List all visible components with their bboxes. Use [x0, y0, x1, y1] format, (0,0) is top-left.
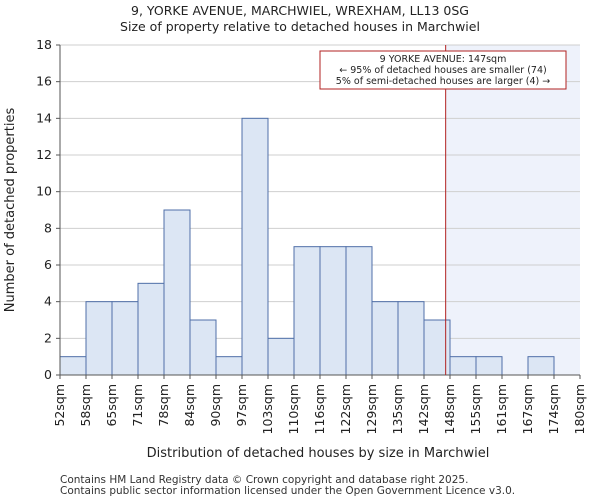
x-tick-label-180sqm: 180sqm	[572, 384, 587, 434]
bar-58sqm	[85, 301, 113, 376]
y-tick-label: 14	[36, 110, 52, 125]
bar-167sqm	[527, 356, 555, 376]
y-axis-label: Number of detached properties	[3, 108, 18, 313]
y-tick-label: 2	[44, 330, 52, 345]
highlight-region	[445, 45, 580, 375]
chart-subtitle: Size of property relative to detached ho…	[120, 19, 480, 34]
x-tick-label-167sqm: 167sqm	[520, 384, 535, 434]
x-tick-label-84sqm: 84sqm	[182, 384, 197, 427]
x-tick-label-129sqm: 129sqm	[364, 384, 379, 434]
y-tick-label: 4	[44, 294, 52, 309]
x-tick-label-135sqm: 135sqm	[390, 384, 405, 434]
x-tick-label-78sqm: 78sqm	[156, 384, 171, 427]
footer-licence: Contains public sector information licen…	[60, 485, 515, 497]
x-tick-label-155sqm: 155sqm	[468, 384, 483, 434]
bar-122sqm	[345, 246, 373, 376]
footer-copyright: Contains HM Land Registry data © Crown c…	[60, 474, 468, 486]
bar-103sqm	[267, 337, 295, 376]
annotation-box	[319, 50, 567, 90]
bar-84sqm	[189, 319, 217, 376]
plot-area: 0 2 4 6 8 10 12 14 16 18 52sqm 58sqm 65sqm 71sqm 78sqm…	[36, 37, 587, 434]
x-tick-label-110sqm: 110sqm	[286, 384, 301, 434]
x-tick-label-148sqm: 148sqm	[442, 384, 457, 434]
x-tick-label-122sqm: 122sqm	[338, 384, 353, 434]
y-tick-label: 16	[36, 74, 52, 89]
x-tick-label-174sqm: 174sqm	[546, 384, 561, 434]
x-tick-label-52sqm: 52sqm	[52, 384, 67, 427]
y-tick-label: 8	[44, 220, 52, 235]
bar-78sqm	[163, 209, 191, 376]
x-tick-label-103sqm: 103sqm	[260, 384, 275, 434]
x-tick-label-58sqm: 58sqm	[78, 384, 93, 427]
bar-155sqm	[475, 356, 503, 376]
bar-110sqm	[293, 246, 321, 376]
x-axis-label: Distribution of detached houses by size …	[147, 446, 490, 461]
bar-65sqm	[111, 301, 139, 376]
y-tick-label: 6	[44, 257, 52, 272]
x-tick-label-90sqm: 90sqm	[208, 384, 223, 427]
y-tick-label: 10	[36, 184, 52, 199]
x-tick-label-65sqm: 65sqm	[104, 384, 119, 427]
annotation-line3: 5% of semi-detached houses are larger (4…	[336, 76, 550, 87]
x-tick-label-161sqm: 161sqm	[494, 384, 509, 434]
x-tick-label-97sqm: 97sqm	[234, 384, 249, 427]
bar-135sqm	[397, 301, 425, 376]
x-tick-label-142sqm: 142sqm	[416, 384, 431, 434]
bar-148sqm	[449, 356, 477, 376]
y-tick-label: 0	[44, 367, 52, 382]
x-tick-label-71sqm: 71sqm	[130, 384, 145, 427]
annotation-line1: 9 YORKE AVENUE: 147sqm	[380, 54, 507, 65]
bar-52sqm	[59, 356, 87, 376]
chart-title: 9, YORKE AVENUE, MARCHWIEL, WREXHAM, LL1…	[131, 3, 469, 18]
bar-129sqm	[371, 301, 399, 376]
bar-116sqm	[319, 246, 347, 376]
bar-90sqm	[215, 356, 243, 376]
annotation-line2: ← 95% of detached houses are smaller (74…	[339, 65, 546, 76]
x-tick-label-116sqm: 116sqm	[312, 384, 327, 434]
bar-97sqm	[241, 117, 269, 376]
bar-71sqm	[137, 282, 165, 376]
y-tick-label: 18	[36, 37, 52, 52]
y-tick-label: 12	[36, 147, 52, 162]
